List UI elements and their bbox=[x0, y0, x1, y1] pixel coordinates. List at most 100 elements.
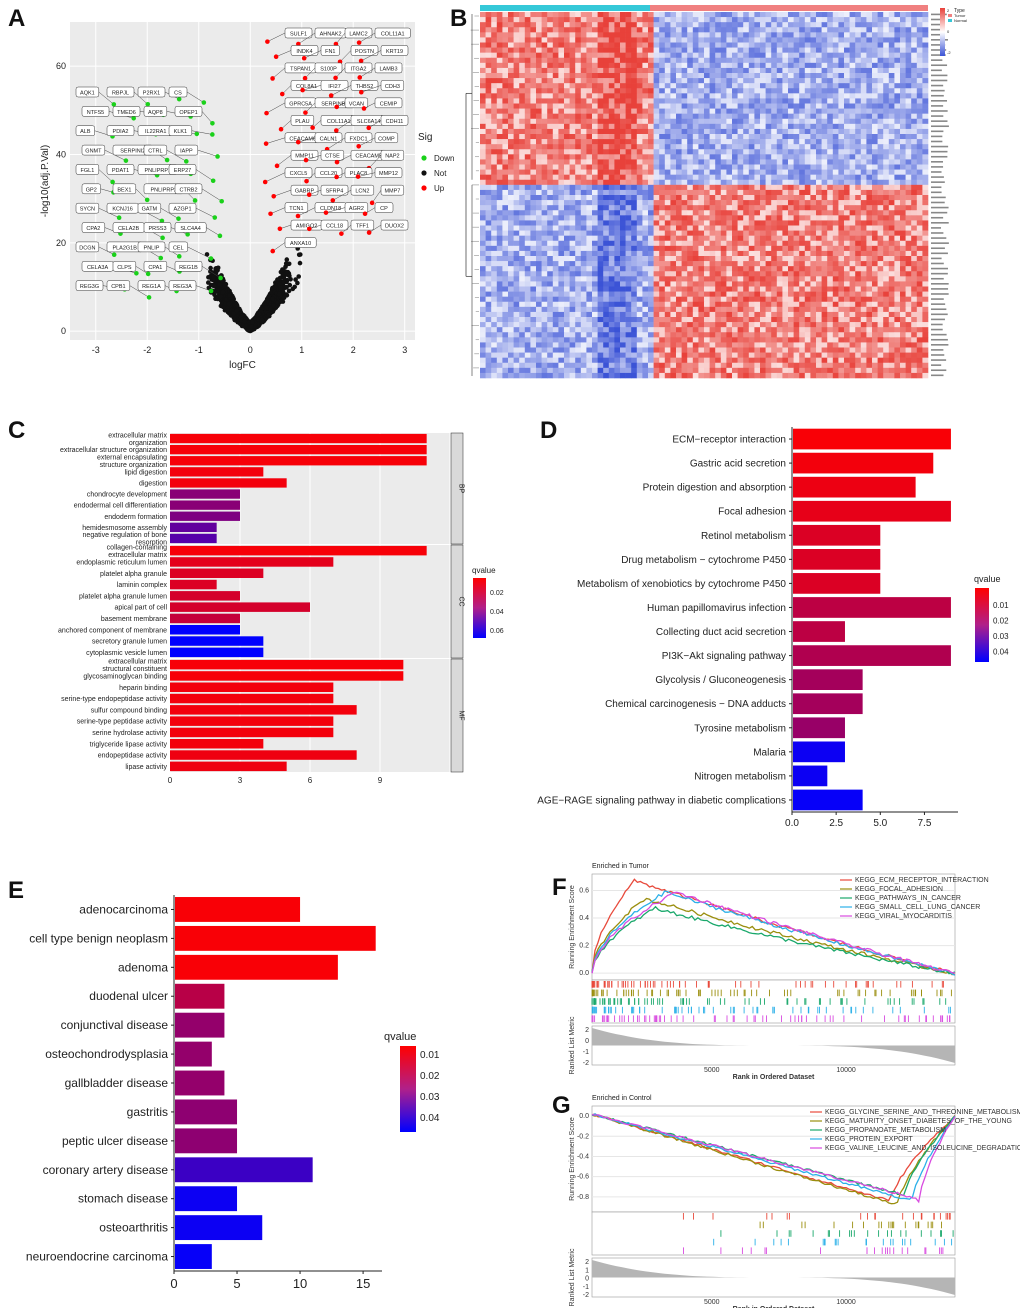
heatmap-cell bbox=[905, 32, 912, 38]
heatmap-cell bbox=[916, 103, 923, 109]
heatmap-cell bbox=[480, 134, 486, 140]
heatmap-cell bbox=[771, 37, 778, 43]
heatmap-cell bbox=[575, 93, 582, 99]
heatmap-cell bbox=[754, 27, 761, 33]
gene-label: GP2 bbox=[86, 187, 97, 193]
heatmap-cell bbox=[715, 103, 722, 109]
heatmap-cell bbox=[681, 78, 688, 84]
heatmap-cell bbox=[620, 17, 626, 23]
heatmap-cell bbox=[776, 52, 783, 59]
heatmap-cell bbox=[575, 123, 582, 130]
heatmap-cell bbox=[631, 52, 638, 59]
heatmap-cell bbox=[485, 88, 492, 94]
heatmap-cell bbox=[894, 27, 901, 33]
heatmap-cell bbox=[608, 37, 615, 43]
gene-label: S100P bbox=[320, 66, 337, 72]
heatmap-cell bbox=[720, 123, 727, 130]
heatmap-cell bbox=[838, 17, 845, 23]
heatmap-cell bbox=[552, 42, 559, 48]
heatmap-cell bbox=[765, 103, 772, 109]
heatmap-cell bbox=[552, 37, 559, 43]
gene-label: CELA2B bbox=[118, 226, 139, 232]
heatmap-cell bbox=[900, 144, 906, 150]
heatmap-cell bbox=[541, 27, 548, 33]
heatmap-cell bbox=[536, 57, 542, 64]
heatmap-cell bbox=[726, 57, 733, 64]
gene-point bbox=[339, 231, 344, 236]
heatmap-cell bbox=[659, 37, 666, 43]
heatmap-cell bbox=[748, 17, 755, 23]
heatmap-cell bbox=[592, 144, 598, 150]
heatmap-cell bbox=[765, 113, 772, 120]
heatmap-cell bbox=[888, 123, 895, 130]
heatmap-cell bbox=[726, 37, 733, 43]
heatmap-cell bbox=[687, 27, 694, 33]
heatmap-cell bbox=[519, 37, 526, 43]
heatmap-cell bbox=[877, 93, 884, 99]
heatmap-cell bbox=[776, 144, 783, 150]
heatmap-cell bbox=[855, 144, 862, 150]
heatmap-cell bbox=[664, 144, 671, 150]
heatmap-cell bbox=[771, 73, 778, 79]
heatmap-cell bbox=[552, 78, 559, 84]
heatmap-cell bbox=[911, 108, 918, 114]
gene-point bbox=[111, 252, 117, 258]
heatmap-cell bbox=[592, 27, 598, 33]
heatmap-cell bbox=[603, 67, 610, 74]
heatmap-cell bbox=[894, 88, 901, 94]
heatmap-cell bbox=[569, 12, 576, 18]
heatmap-cell bbox=[866, 52, 873, 59]
heatmap-cell bbox=[754, 118, 761, 125]
heatmap-cell bbox=[480, 12, 486, 18]
heatmap-cell bbox=[681, 113, 688, 120]
heatmap-cell bbox=[788, 83, 794, 89]
heatmap-cell bbox=[597, 139, 604, 145]
heatmap-cell bbox=[564, 118, 570, 125]
heatmap-cell bbox=[597, 123, 604, 130]
heatmap-cell bbox=[642, 12, 649, 18]
heatmap-cell bbox=[788, 47, 794, 53]
heatmap-cell bbox=[715, 134, 722, 140]
heatmap-cell bbox=[575, 144, 582, 150]
heatmap-cell bbox=[698, 103, 705, 109]
heatmap-cell bbox=[771, 57, 778, 64]
heatmap-cell bbox=[692, 113, 699, 120]
heatmap-cell bbox=[569, 17, 576, 23]
heatmap-cell bbox=[743, 52, 750, 59]
heatmap-cell bbox=[827, 134, 834, 140]
heatmap-cell bbox=[732, 32, 738, 38]
heatmap-cell bbox=[799, 37, 806, 43]
heatmap-cell bbox=[502, 67, 509, 74]
heatmap-cell bbox=[804, 62, 811, 69]
heatmap-cell bbox=[592, 123, 598, 130]
heatmap-cell bbox=[782, 52, 789, 59]
heatmap-cell bbox=[642, 73, 649, 79]
heatmap-cell bbox=[748, 27, 755, 33]
gene-label: ALB bbox=[80, 129, 91, 135]
heatmap-cell bbox=[911, 123, 918, 130]
heatmap-cell bbox=[692, 22, 699, 28]
gene-point bbox=[144, 197, 150, 203]
heatmap-cell bbox=[575, 32, 582, 38]
heatmap-cell bbox=[692, 123, 699, 130]
heatmap-cell bbox=[838, 42, 845, 48]
heatmap-cell bbox=[513, 42, 520, 48]
heatmap-cell bbox=[776, 123, 783, 130]
heatmap-cell bbox=[687, 103, 694, 109]
heatmap-cell bbox=[776, 22, 783, 28]
heatmap-cell bbox=[911, 144, 918, 150]
volcano-point bbox=[208, 265, 213, 271]
heatmap-cell bbox=[720, 103, 727, 109]
heatmap-cell bbox=[827, 98, 834, 104]
heatmap-cell bbox=[877, 62, 884, 69]
gene-label: COL11A1 bbox=[327, 119, 351, 125]
gene-label: AGR2 bbox=[349, 206, 364, 212]
heatmap-cell bbox=[524, 113, 531, 120]
heatmap-cell bbox=[597, 78, 604, 84]
heatmap-cell bbox=[715, 78, 722, 84]
heatmap-cell bbox=[541, 113, 548, 120]
heatmap-cell bbox=[911, 118, 918, 125]
heatmap-cell bbox=[704, 62, 710, 69]
heatmap-cell bbox=[547, 47, 554, 53]
volcano-xtick: -1 bbox=[195, 345, 203, 355]
